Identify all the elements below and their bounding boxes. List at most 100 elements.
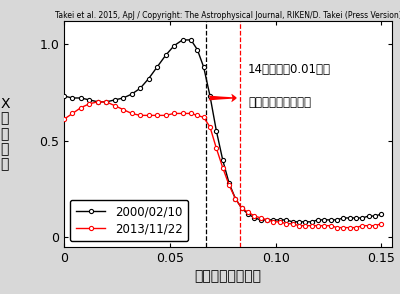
2000/02/10	[104, 100, 109, 103]
2013/11/22	[303, 224, 308, 228]
2000/02/10	[246, 212, 250, 216]
2013/11/22	[195, 113, 200, 117]
Title: Takei et al. 2015, ApJ / Copyright: The Astrophysical Journal, RIKEN/D. Takei (P: Takei et al. 2015, ApJ / Copyright: The …	[55, 11, 400, 20]
2000/02/10	[220, 158, 225, 162]
2013/11/22	[220, 166, 225, 169]
2013/11/22	[296, 224, 301, 228]
2013/11/22	[278, 220, 282, 223]
Legend: 2000/02/10, 2013/11/22: 2000/02/10, 2013/11/22	[70, 200, 188, 241]
2013/11/22	[78, 106, 83, 109]
2000/02/10	[354, 216, 358, 220]
2013/11/22	[354, 226, 358, 229]
Text: 衝撃波の先端が進行: 衝撃波の先端が進行	[248, 96, 311, 109]
2013/11/22	[366, 224, 371, 228]
2000/02/10	[271, 218, 276, 222]
2000/02/10	[347, 216, 352, 220]
2000/02/10	[138, 86, 142, 90]
2000/02/10	[309, 220, 314, 223]
2000/02/10	[290, 220, 295, 223]
2000/02/10	[379, 212, 384, 216]
2000/02/10	[303, 220, 308, 223]
2000/02/10	[239, 206, 244, 210]
2013/11/22	[347, 226, 352, 229]
2013/11/22	[62, 118, 66, 121]
2000/02/10	[252, 216, 257, 220]
2000/02/10	[214, 129, 219, 133]
2000/02/10	[146, 77, 151, 80]
2000/02/10	[284, 218, 288, 222]
X-axis label: 相対距離（光年）: 相対距離（光年）	[194, 269, 262, 283]
Text: X
線
の
強
さ: X 線 の 強 さ	[0, 96, 10, 171]
2013/11/22	[233, 197, 238, 200]
2013/11/22	[201, 116, 206, 119]
2013/11/22	[146, 113, 151, 117]
2013/11/22	[373, 224, 378, 228]
2000/02/10	[78, 96, 83, 100]
2000/02/10	[96, 100, 100, 103]
2000/02/10	[70, 96, 75, 100]
2000/02/10	[328, 218, 333, 222]
2013/11/22	[284, 222, 288, 225]
2013/11/22	[227, 183, 232, 187]
2000/02/10	[112, 98, 117, 102]
2013/11/22	[70, 112, 75, 115]
Text: 14年間で絆0.01光年: 14年間で絆0.01光年	[248, 63, 331, 76]
2000/02/10	[155, 65, 160, 69]
2000/02/10	[366, 214, 371, 218]
2013/11/22	[121, 108, 126, 111]
2000/02/10	[129, 92, 134, 96]
2000/02/10	[373, 214, 378, 218]
2013/11/22	[290, 222, 295, 225]
2013/11/22	[328, 224, 333, 228]
Line: 2013/11/22: 2013/11/22	[62, 100, 384, 230]
2000/02/10	[188, 38, 193, 42]
2000/02/10	[341, 216, 346, 220]
2013/11/22	[271, 220, 276, 223]
2013/11/22	[172, 112, 176, 115]
2013/11/22	[112, 104, 117, 108]
2013/11/22	[180, 112, 185, 115]
2013/11/22	[163, 113, 168, 117]
2013/11/22	[309, 224, 314, 228]
2013/11/22	[208, 125, 212, 129]
2000/02/10	[316, 218, 320, 222]
2013/11/22	[87, 102, 92, 106]
2013/11/22	[258, 216, 263, 220]
2000/02/10	[296, 220, 301, 223]
2000/02/10	[258, 218, 263, 222]
2013/11/22	[246, 211, 250, 214]
2013/11/22	[316, 224, 320, 228]
2013/11/22	[96, 100, 100, 103]
2013/11/22	[341, 226, 346, 229]
2013/11/22	[265, 218, 270, 222]
2000/02/10	[62, 94, 66, 98]
2000/02/10	[278, 218, 282, 222]
2000/02/10	[87, 98, 92, 102]
2013/11/22	[252, 214, 257, 218]
2000/02/10	[172, 44, 176, 48]
2000/02/10	[322, 218, 327, 222]
2013/11/22	[129, 112, 134, 115]
2013/11/22	[360, 224, 365, 228]
2000/02/10	[208, 94, 212, 98]
2013/11/22	[239, 206, 244, 210]
2013/11/22	[379, 222, 384, 225]
2000/02/10	[233, 197, 238, 200]
Line: 2000/02/10: 2000/02/10	[62, 38, 384, 224]
2013/11/22	[322, 224, 327, 228]
2000/02/10	[265, 218, 270, 222]
2013/11/22	[214, 146, 219, 150]
2000/02/10	[360, 216, 365, 220]
2013/11/22	[188, 112, 193, 115]
2013/11/22	[104, 100, 109, 103]
2013/11/22	[334, 226, 339, 229]
2013/11/22	[138, 113, 142, 117]
2000/02/10	[180, 38, 185, 42]
2000/02/10	[121, 96, 126, 100]
2000/02/10	[201, 65, 206, 69]
2000/02/10	[227, 181, 232, 185]
2013/11/22	[155, 113, 160, 117]
2000/02/10	[334, 218, 339, 222]
2000/02/10	[195, 48, 200, 51]
2000/02/10	[163, 54, 168, 57]
